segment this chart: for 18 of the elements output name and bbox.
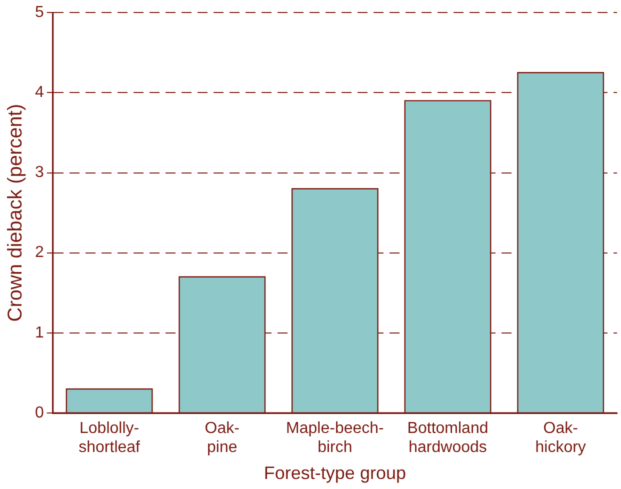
x-tick-label: Bottomland hardwoods: [407, 420, 488, 456]
y-tick-label: 1: [34, 324, 44, 342]
bar: [517, 72, 604, 414]
y-tick-label: 4: [34, 84, 44, 102]
y-tick-label: 3: [34, 164, 44, 182]
x-axis-title: Forest-type group: [264, 463, 406, 484]
x-tick-label: Oak- pine: [204, 420, 240, 456]
x-tick-label: Maple-beech- birch: [286, 420, 384, 456]
bar: [291, 188, 378, 414]
bar: [178, 276, 266, 414]
y-tick-label: 2: [34, 244, 44, 262]
bar: [66, 388, 153, 414]
y-tick-label: 0: [34, 404, 44, 422]
y-axis-title: Crown dieback (percent): [4, 104, 27, 322]
x-tick-label: Oak- hickory: [535, 420, 586, 456]
y-tick-label: 5: [34, 4, 44, 22]
bar: [404, 100, 492, 414]
x-tick-label: Loblolly- shortleaf: [78, 420, 141, 456]
